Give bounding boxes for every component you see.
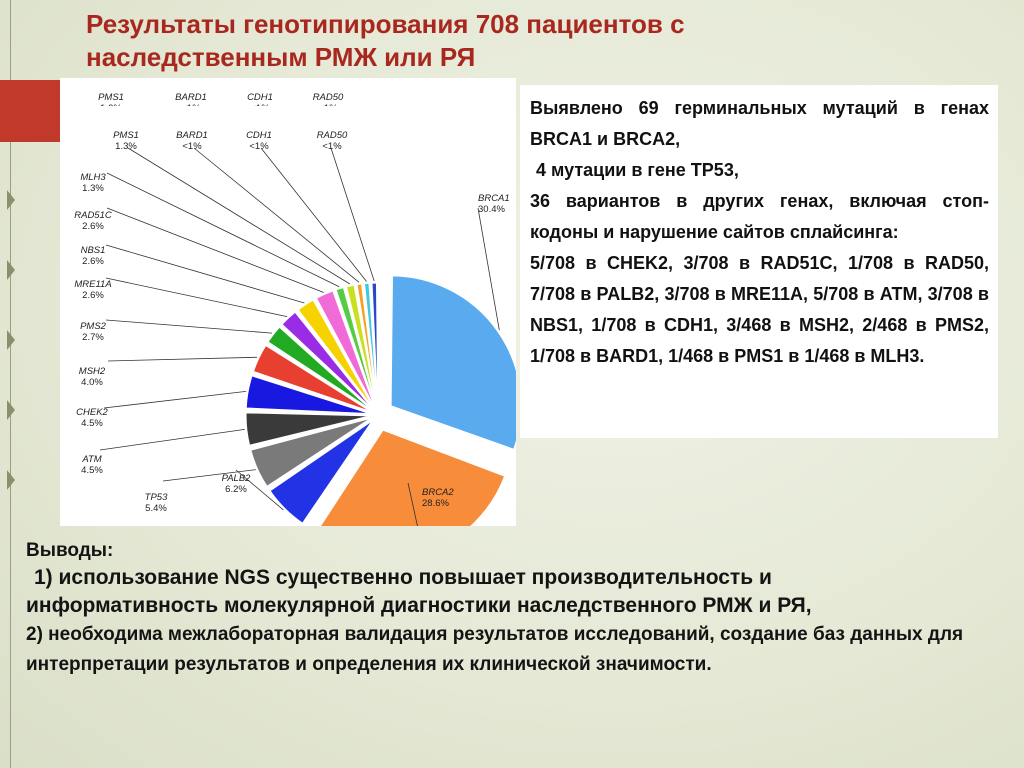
- slice-label-value: <1%: [322, 141, 342, 152]
- slice-label-name: BRCA1: [478, 193, 510, 204]
- slice-label-value: 2.6%: [82, 221, 104, 232]
- left-rule: [10, 0, 11, 768]
- slice-label-name: RAD51C: [74, 210, 112, 221]
- arrow-icon: [7, 470, 15, 490]
- pie-slice-pms2: [267, 326, 373, 411]
- leader-line: [105, 277, 288, 317]
- leader-line: [162, 469, 256, 482]
- leader-line: [103, 391, 247, 409]
- slice-label-name: MSH2: [79, 366, 106, 377]
- accent-bar: [0, 80, 60, 142]
- leader-line: [260, 147, 367, 282]
- slice-label-value: 2.6%: [82, 256, 104, 267]
- slice-label-value: <1%: [182, 141, 202, 152]
- leader-line: [407, 482, 418, 526]
- slice-label-value: 4.5%: [81, 465, 103, 476]
- conclusion-2: 2) необходима межлабораторная валидация …: [26, 624, 964, 675]
- slice-label-name: CDH1: [246, 130, 272, 141]
- info-box: Выявлено 69 герминальных мутаций в генах…: [520, 85, 998, 438]
- arrow-icon: [7, 400, 15, 420]
- slice-label-name: RAD50: [317, 130, 348, 141]
- info-line-1: Выявлено 69 герминальных мутаций в генах…: [530, 98, 989, 149]
- pie-slice-brca2: [319, 429, 506, 526]
- slice-label-name: MLH3: [80, 172, 106, 183]
- leader-line: [105, 319, 272, 334]
- pie-slice-msh2: [252, 344, 372, 413]
- slice-label-name: PALB2: [222, 473, 252, 484]
- pie-slice-nbs1: [297, 299, 375, 409]
- clip-band: [60, 106, 516, 116]
- pie-slice-mre11a: [281, 311, 373, 410]
- pie-slice-bard1: [356, 283, 378, 408]
- slice-label-value: 6.2%: [225, 484, 247, 495]
- conclusion-1b: информативность молекулярной диагностики…: [26, 594, 812, 617]
- slice-label-name: PMS1: [113, 130, 139, 141]
- pie-slice-atm: [245, 412, 371, 446]
- leader-line: [106, 172, 340, 288]
- leader-line: [477, 207, 500, 331]
- slice-label-name: ATM: [81, 454, 101, 465]
- slice-label-name: BARD1: [176, 130, 208, 141]
- conclusions: Выводы: 1) использование NGS существенно…: [26, 538, 1006, 680]
- conclusions-heading: Выводы:: [26, 540, 114, 561]
- arrow-icon: [7, 330, 15, 350]
- slice-label-value: 4.0%: [81, 377, 103, 388]
- pie-slice-tp53: [250, 417, 371, 487]
- leader-line: [106, 207, 324, 293]
- slice-label-value: <1%: [249, 141, 269, 152]
- leader-line: [235, 469, 284, 511]
- slice-label-name: PMS2: [80, 321, 107, 332]
- pie-slice-brca1: [390, 275, 516, 450]
- pie-slice-cdh1: [363, 282, 378, 408]
- leader-line: [105, 244, 305, 304]
- cut-label-name: RAD50: [313, 92, 344, 103]
- cut-label-name: PMS1: [98, 92, 124, 103]
- slice-label-name: CHEK2: [76, 407, 108, 418]
- slice-label-value: 4.5%: [81, 418, 103, 429]
- pie-slice-rad51c: [315, 290, 376, 408]
- slice-label-value: 28.6%: [422, 498, 449, 509]
- slice-label-value: 30.4%: [478, 204, 505, 215]
- info-line-4: 5/708 в CHEK2, 3/708 в RAD51C, 1/708 в R…: [530, 253, 989, 366]
- info-line-3: 36 вариантов в других генах, включая сто…: [530, 191, 989, 242]
- leader-line: [107, 356, 258, 362]
- pie-slice-chek2: [245, 375, 371, 415]
- slice-label-value: 5.4%: [145, 503, 167, 514]
- slice-label-name: MRE11A: [74, 279, 111, 290]
- leader-line: [99, 428, 245, 451]
- leader-line: [127, 147, 351, 285]
- conclusion-1a: 1) использование NGS существенно повышае…: [34, 566, 772, 589]
- pie-slice-palb2: [269, 420, 373, 524]
- cut-label-name: CDH1: [247, 92, 273, 103]
- pie-slice-rad50: [371, 282, 379, 408]
- slice-label-name: BRCA2: [422, 487, 454, 498]
- cut-label-name: BARD1: [175, 92, 207, 103]
- info-line-2: 4 мутации в гене TP53,: [536, 160, 739, 180]
- leader-line: [330, 147, 375, 282]
- slice-label-value: 2.6%: [82, 290, 104, 301]
- arrow-icon: [7, 260, 15, 280]
- pie-slice-mlh3: [335, 287, 377, 408]
- slide-title: Результаты генотипирования 708 пациентов…: [86, 9, 685, 72]
- leader-line: [193, 147, 360, 283]
- pie-chart-panel: BRCA1 30.4% BRCA2 28.6% PALB2 6.2% TP53 5.4% ATM…: [60, 78, 516, 526]
- arrow-icon: [7, 190, 15, 210]
- slice-label-name: NBS1: [81, 245, 106, 256]
- slice-label-value: 1.3%: [82, 183, 104, 194]
- slice-label-value: 1.3%: [115, 141, 137, 152]
- slice-label-value: 2.7%: [82, 332, 104, 343]
- pie-slice-pms1: [345, 284, 377, 408]
- slice-label-name: TP53: [145, 492, 168, 503]
